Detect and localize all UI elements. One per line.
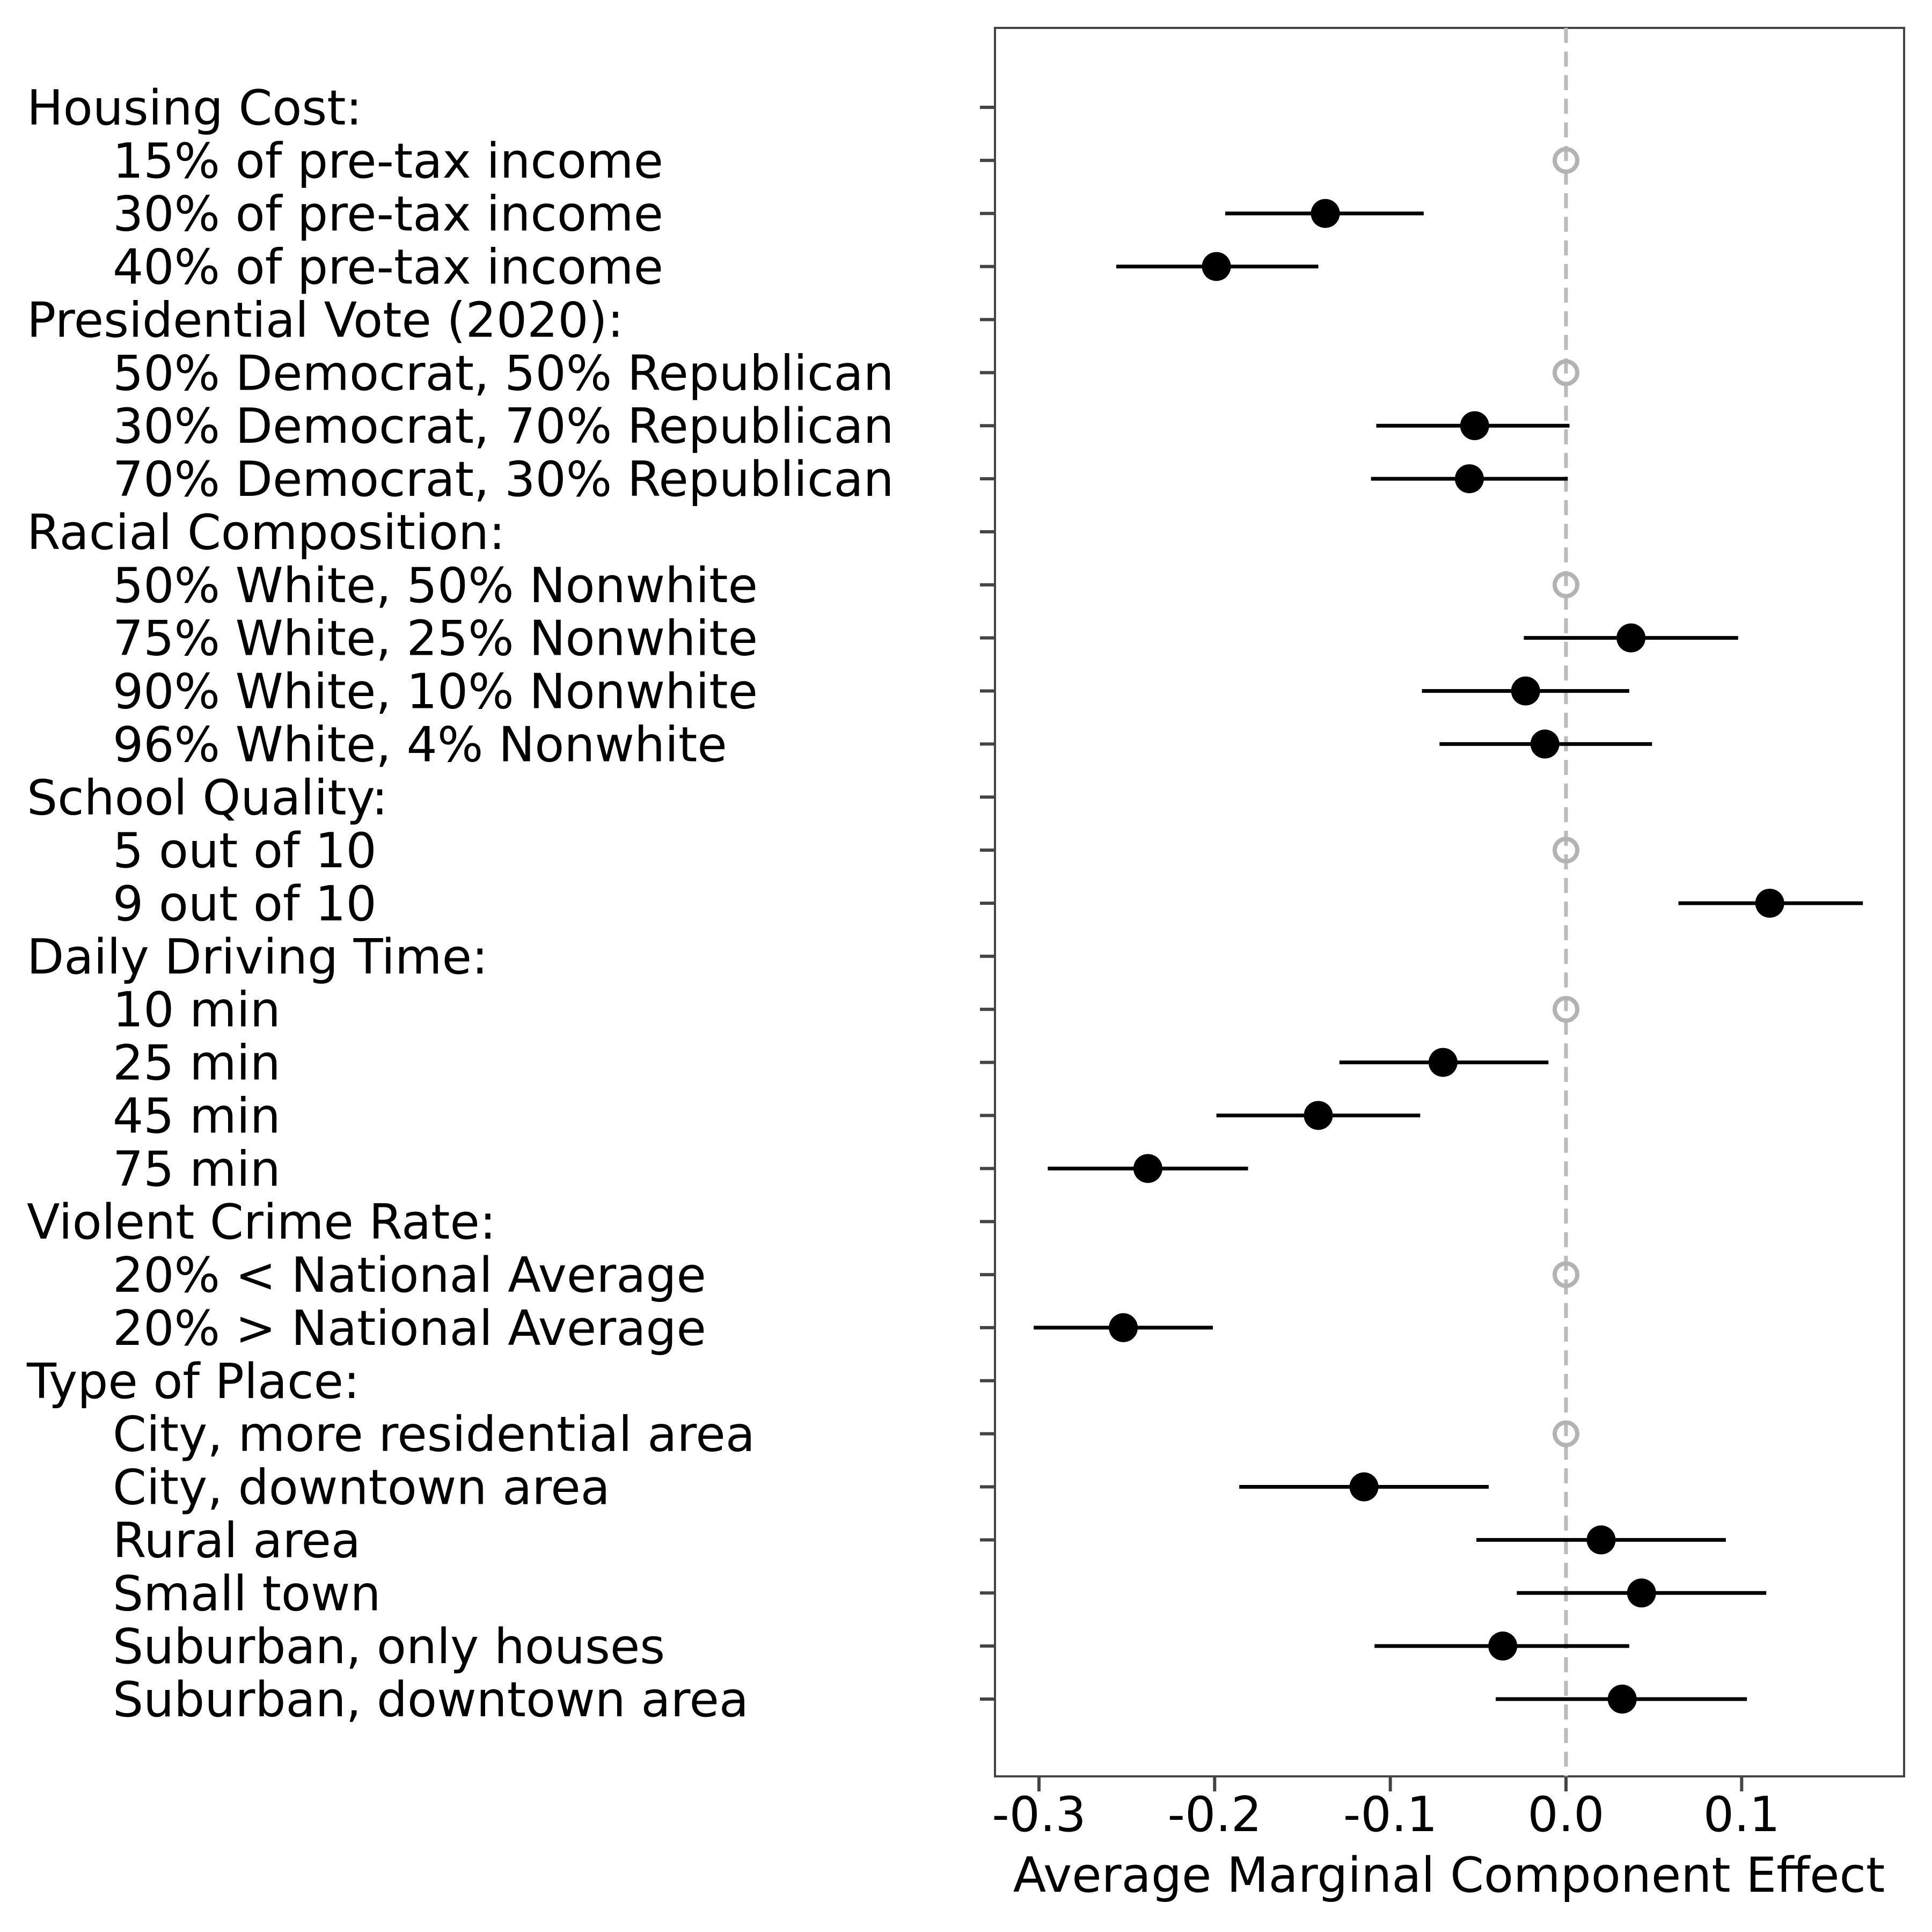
- x-tick-label: 0.1: [1703, 1787, 1780, 1843]
- estimate-point: [1530, 729, 1560, 759]
- x-tick-label: -0.2: [1168, 1787, 1262, 1843]
- points-layer: [1109, 147, 1784, 1714]
- attribute-header-label: Racial Composition:: [27, 504, 505, 561]
- estimate-point: [1511, 676, 1540, 706]
- reference-level-point: [1553, 147, 1579, 174]
- estimate-point: [1627, 1578, 1656, 1608]
- estimate-point: [1202, 252, 1231, 281]
- level-label: City, more residential area: [113, 1407, 755, 1463]
- estimate-point: [1304, 1101, 1333, 1130]
- estimate-point: [1460, 411, 1489, 441]
- level-label: 20% > National Average: [113, 1300, 706, 1357]
- estimate-point: [1428, 1048, 1458, 1077]
- x-tick-label: -0.1: [1343, 1787, 1438, 1843]
- level-label: City, downtown area: [113, 1460, 610, 1516]
- level-label: 30% of pre-tax income: [113, 186, 663, 243]
- estimate-point: [1586, 1525, 1616, 1555]
- level-label: 50% White, 50% Nonwhite: [113, 558, 758, 614]
- estimate-point: [1133, 1154, 1162, 1183]
- x-tick-label: 0.0: [1527, 1787, 1604, 1843]
- level-label: 70% Democrat, 30% Republican: [113, 451, 894, 508]
- attribute-header-label: Housing Cost:: [27, 80, 362, 136]
- estimate-point: [1454, 464, 1484, 494]
- level-label: Suburban, only houses: [113, 1619, 665, 1675]
- estimate-point: [1109, 1313, 1138, 1342]
- attribute-header-label: Presidential Vote (2020):: [27, 292, 624, 348]
- estimate-point: [1349, 1472, 1379, 1502]
- estimate-point: [1607, 1685, 1637, 1714]
- attribute-header-label: School Quality:: [27, 770, 388, 826]
- reference-level-point: [1553, 996, 1579, 1023]
- level-label: 96% White, 4% Nonwhite: [113, 716, 727, 773]
- level-label: Rural area: [113, 1512, 361, 1569]
- level-label: 10 min: [113, 982, 281, 1038]
- estimate-point: [1755, 889, 1784, 918]
- level-label: 20% < National Average: [113, 1247, 706, 1304]
- level-label: Suburban, downtown area: [113, 1672, 749, 1728]
- attribute-header-label: Type of Place:: [26, 1353, 360, 1410]
- estimate-point: [1616, 623, 1646, 653]
- level-label: 75 min: [113, 1141, 281, 1197]
- level-label: 5 out of 10: [113, 823, 377, 879]
- level-label: 50% Democrat, 50% Republican: [113, 345, 894, 401]
- reference-level-point: [1553, 571, 1579, 598]
- y-ticks-layer: [980, 106, 995, 1701]
- x-tick-label: -0.3: [992, 1787, 1086, 1843]
- x-ticks-layer: -0.3 -0.2 -0.1 0.0 0.1: [992, 1776, 1780, 1843]
- error-bars-layer: [1034, 211, 1863, 1701]
- level-label: 45 min: [113, 1088, 281, 1144]
- reference-level-point: [1553, 1420, 1579, 1447]
- level-label: 9 out of 10: [113, 876, 377, 932]
- reference-level-point: [1553, 359, 1579, 386]
- reference-level-point: [1553, 1261, 1579, 1289]
- x-axis-title: Average Marginal Component Effect: [1013, 1847, 1885, 1904]
- level-label: 40% of pre-tax income: [113, 239, 663, 296]
- level-label: 30% Democrat, 70% Republican: [113, 398, 894, 455]
- estimate-point: [1488, 1631, 1518, 1661]
- level-label: 75% White, 25% Nonwhite: [113, 611, 758, 667]
- level-label: 90% White, 10% Nonwhite: [113, 664, 758, 720]
- reference-level-point: [1553, 837, 1579, 864]
- level-label: 15% of pre-tax income: [113, 133, 663, 189]
- attribute-header-label: Daily Driving Time:: [27, 929, 488, 985]
- level-label: 25 min: [113, 1035, 281, 1092]
- estimate-point: [1311, 199, 1340, 228]
- attribute-header-label: Violent Crime Rate:: [27, 1194, 496, 1250]
- level-label: Small town: [113, 1565, 381, 1622]
